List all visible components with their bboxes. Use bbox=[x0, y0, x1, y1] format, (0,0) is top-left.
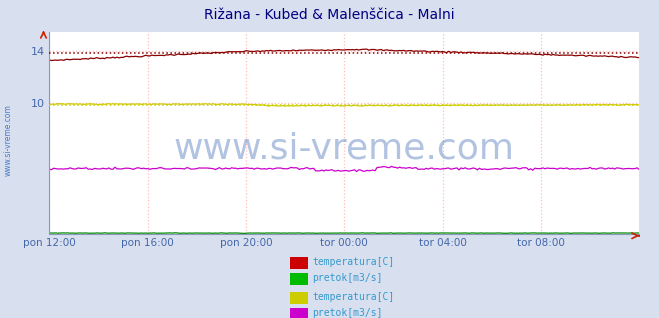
Text: pretok[m3/s]: pretok[m3/s] bbox=[312, 273, 383, 283]
Text: pretok[m3/s]: pretok[m3/s] bbox=[312, 308, 383, 318]
Text: www.si-vreme.com: www.si-vreme.com bbox=[174, 132, 515, 166]
Text: temperatura[C]: temperatura[C] bbox=[312, 257, 395, 267]
Text: temperatura[C]: temperatura[C] bbox=[312, 292, 395, 302]
Text: www.si-vreme.com: www.si-vreme.com bbox=[3, 104, 13, 176]
Text: Rižana - Kubed & Malenščica - Malni: Rižana - Kubed & Malenščica - Malni bbox=[204, 8, 455, 22]
